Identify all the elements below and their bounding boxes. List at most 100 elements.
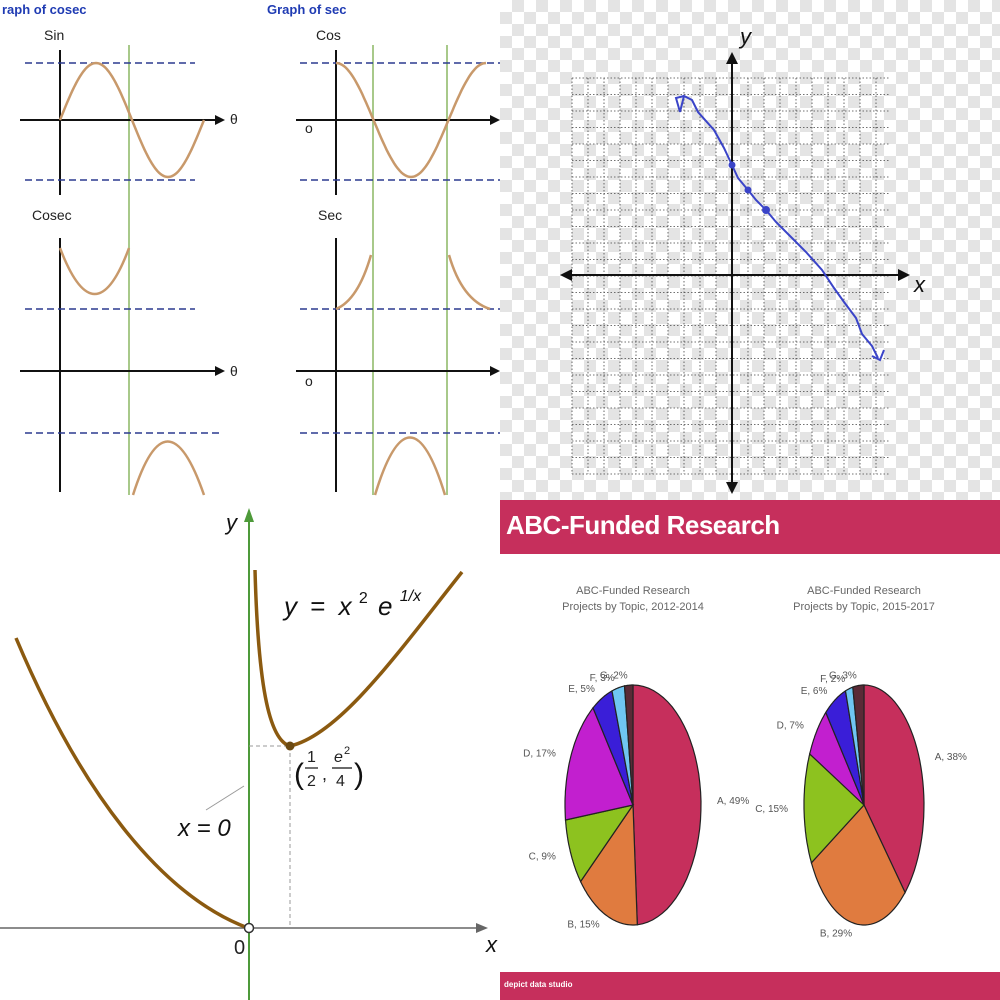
pie-label-b: B, 29% <box>820 928 852 939</box>
asymptote-pointer-line <box>205 785 245 811</box>
pie-charts-panel: ABC-Funded Research ABC-Funded Research … <box>500 500 1000 1000</box>
pie-chart-2012-2014: A, 49% B, 15% C, 9% D, 17% E, 5%F, 3%G, 2% <box>523 670 749 930</box>
pie-slice-e <box>592 689 634 806</box>
grid-x-label: x <box>913 272 926 297</box>
function-x-arrow <box>476 923 488 933</box>
function-left-branch <box>14 637 249 930</box>
cosec-upper-curve <box>58 247 131 295</box>
grid-y-label: y <box>738 24 753 49</box>
grid-plot-end-arrow <box>871 349 885 362</box>
cosec-theta-label: θ <box>230 363 238 379</box>
pie-slice-g <box>623 684 634 806</box>
pie-slice-d <box>809 711 865 806</box>
grid-point-2 <box>744 186 752 194</box>
grid-x-arrow-left <box>560 269 572 281</box>
pie-label-g: G, 2% <box>600 670 628 681</box>
sin-curve <box>58 61 206 179</box>
cos-label: Cos <box>316 27 341 43</box>
cosec-x-arrow <box>215 366 225 376</box>
sec-origin-label: o <box>305 373 313 389</box>
equation-y: y <box>282 591 299 621</box>
min-sep: , <box>322 764 327 784</box>
min-den1: 2 <box>307 773 316 790</box>
min-close-paren: ) <box>354 758 364 791</box>
cos-curve <box>335 61 487 179</box>
minimum-point-label: ( 1 2 , e 2 4 ) <box>294 745 364 791</box>
grid-y-arrow-up <box>726 52 738 64</box>
pie-2-title-line-1: ABC-Funded Research <box>807 585 921 597</box>
pie-slice-f <box>844 686 865 806</box>
grid-plot-svg: x y <box>560 24 926 494</box>
function-origin-label: 0 <box>234 937 245 959</box>
equation-e: e <box>378 591 392 621</box>
pie-label-b: B, 15% <box>567 919 599 930</box>
equation-eq: = <box>310 591 325 621</box>
sec-x-arrow <box>490 366 500 376</box>
pie-label-c: C, 9% <box>529 852 556 863</box>
pie-1-title: ABC-Funded Research Projects by Topic, 2… <box>562 585 704 613</box>
grid-x-arrow-right <box>898 269 910 281</box>
grid-plot-line <box>679 94 879 359</box>
sec-upper-left-curve <box>335 254 373 311</box>
function-y-label: y <box>224 510 239 535</box>
trig-graphs-svg: raph of cosec Graph of sec Sin θ Cosec θ <box>2 2 500 496</box>
pie-label-e: E, 5% <box>568 684 595 695</box>
grid-plot-start-arrow <box>674 95 685 113</box>
pie-label-f: F, 2% <box>820 674 845 685</box>
sin-label: Sin <box>44 27 64 43</box>
sec-label: Sec <box>318 207 342 223</box>
pie-charts-svg: ABC-Funded Research Projects by Topic, 2… <box>523 585 967 940</box>
pies-banner-title: ABC-Funded Research <box>506 510 780 540</box>
cos-origin-label: o <box>305 120 313 136</box>
min-num1: 1 <box>307 749 316 766</box>
pie-label-c: C, 15% <box>755 804 788 815</box>
minimum-point <box>285 741 295 751</box>
pie-slice-c <box>564 804 635 883</box>
pie-label-e: E, 6% <box>801 686 828 697</box>
equation-exp-frac: 1/x <box>400 588 422 605</box>
pie-label-d: D, 7% <box>777 720 804 731</box>
grid-y-arrow-down <box>726 482 738 494</box>
sec-lower-curve <box>373 436 447 496</box>
pie-label-f: F, 3% <box>590 673 615 684</box>
function-y-arrow <box>244 508 254 522</box>
pie-slice-c <box>803 752 865 865</box>
cosec-lower-curve <box>131 440 206 496</box>
pie-2-title-line-2: Projects by Topic, 2015-2017 <box>793 601 935 613</box>
min-num2-base: e <box>334 749 343 766</box>
cos-x-arrow <box>490 115 500 125</box>
pie-chart-2015-2017: A, 38% B, 29% C, 15% D, 7% E, 6%F, 2%G, 3% <box>755 671 967 940</box>
pie-slice-g <box>852 684 865 806</box>
pie-slice-a <box>863 684 925 894</box>
trig-graphs-panel: raph of cosec Graph of sec Sin θ Cosec θ <box>0 0 500 500</box>
sin-x-arrow <box>215 115 225 125</box>
pie-label-a: A, 49% <box>717 796 749 807</box>
sec-graph-title: Graph of sec <box>267 2 346 17</box>
function-plot-svg: y x 0 y = x 2 e 1/x ( 1 2 , e 2 4 ) x = … <box>0 508 498 1000</box>
pie-slice-e <box>825 689 865 806</box>
pie-slice-b <box>579 803 638 926</box>
pie-slice-a <box>632 684 702 926</box>
sec-upper-right-curve <box>447 254 491 311</box>
pie-1-title-line-2: Projects by Topic, 2012-2014 <box>562 601 704 613</box>
equation-label: y = x 2 e 1/x <box>282 579 422 621</box>
function-x-label: x <box>485 932 498 957</box>
min-open-paren: ( <box>294 758 304 791</box>
pie-slice-f <box>611 685 634 806</box>
pies-footer-text: depict data studio <box>504 980 573 989</box>
pie-label-d: D, 17% <box>523 748 556 759</box>
equation-exp2: 2 <box>359 590 368 607</box>
pies-banner: ABC-Funded Research <box>500 500 1000 554</box>
pie-2-title: ABC-Funded Research Projects by Topic, 2… <box>793 585 935 613</box>
asymptote-label: x = 0 <box>177 815 231 842</box>
grid-plot-panel: x y <box>500 0 1000 500</box>
grid-point-1 <box>728 161 736 169</box>
origin-open-point <box>243 922 255 934</box>
pies-footer: depict data studio <box>500 972 1000 1000</box>
sin-theta-label: θ <box>230 111 238 127</box>
grid-point-3 <box>762 206 770 214</box>
pie-slice-b <box>810 803 906 926</box>
cosec-label: Cosec <box>32 207 72 223</box>
min-num2-exp: 2 <box>344 745 350 757</box>
pie-1-title-line-1: ABC-Funded Research <box>576 585 690 597</box>
